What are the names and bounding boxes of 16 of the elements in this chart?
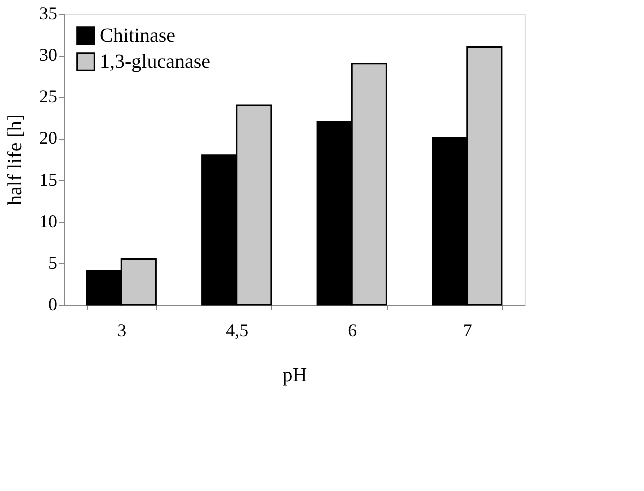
y-tick-label: 20 <box>40 128 58 148</box>
y-tick-label: 25 <box>40 86 58 107</box>
y-tick-label: 5 <box>48 252 58 273</box>
y-axis-title: half life [h] <box>4 114 26 206</box>
x-tick-label: 6 <box>348 320 358 340</box>
y-tick-label: 0 <box>48 294 58 314</box>
x-tick-label: 4,5 <box>226 320 249 340</box>
x-axis-title: pH <box>282 364 308 386</box>
y-tick-label: 15 <box>40 170 58 190</box>
y-tick-label: 10 <box>40 211 58 232</box>
x-tick-label: 7 <box>463 320 472 340</box>
y-tick-label: 35 <box>40 4 58 24</box>
y-tick-label: 30 <box>40 45 58 66</box>
legend-label: Chitinase <box>100 25 176 47</box>
legend-label: 1,3-glucanase <box>100 51 211 73</box>
x-tick-label: 3 <box>118 320 127 340</box>
